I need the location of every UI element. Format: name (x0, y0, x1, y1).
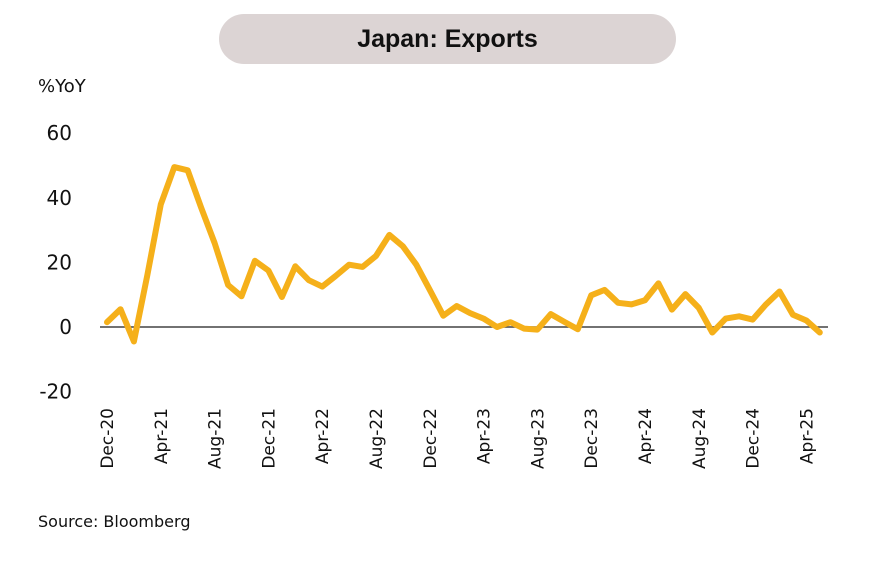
y-tick-label: 20 (47, 250, 72, 274)
y-tick-label: 0 (59, 315, 72, 339)
x-tick-label: Apr-21 (152, 408, 172, 464)
source-note: Source: Bloomberg (38, 512, 191, 531)
y-axis-label: %YoY (38, 76, 86, 97)
y-axis: 60 40 20 0 -20 (39, 121, 72, 403)
x-axis: Dec-20 Apr-21 Aug-21 Dec-21 Apr-22 Aug-22 Dec-… (98, 408, 817, 469)
x-tick-label: Aug-24 (690, 408, 710, 469)
x-tick-label: Dec-22 (421, 408, 441, 469)
x-tick-label: Aug-22 (367, 408, 387, 469)
x-tick-label: Apr-24 (636, 408, 656, 464)
x-tick-label: Apr-25 (797, 408, 817, 464)
x-tick-label: Dec-23 (582, 408, 602, 469)
series-line-exports (104, 164, 823, 345)
chart-title-banner: Japan: Exports (219, 14, 676, 64)
x-tick-label: Dec-20 (98, 408, 118, 469)
y-tick-label: 40 (47, 186, 72, 210)
y-tick-label: -20 (39, 380, 72, 404)
x-tick-label: Dec-21 (259, 408, 279, 469)
x-tick-label: Apr-23 (475, 408, 495, 464)
x-tick-label: Dec-24 (744, 408, 764, 469)
y-tick-label: 60 (47, 121, 72, 145)
x-tick-label: Apr-22 (313, 408, 333, 464)
chart-title: Japan: Exports (357, 24, 538, 53)
x-tick-label: Aug-23 (528, 408, 548, 469)
x-tick-label: Aug-21 (206, 408, 226, 469)
